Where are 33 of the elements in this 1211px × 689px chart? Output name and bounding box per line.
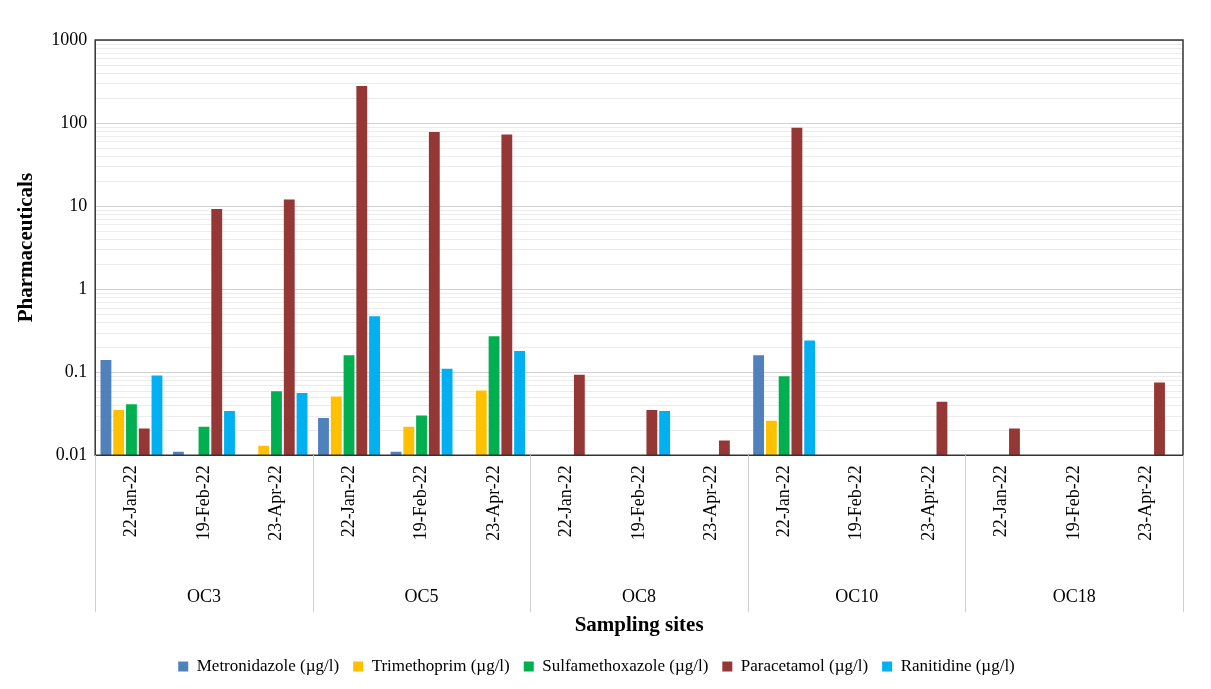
x-tick-label: 23-Apr-22 bbox=[1135, 465, 1156, 541]
text: OC18 bbox=[1052, 585, 1096, 606]
text: OC8 bbox=[622, 585, 657, 606]
y-tick-label: 100 bbox=[60, 111, 88, 132]
x-tick-label: 19-Feb-22 bbox=[1062, 465, 1083, 541]
x-tick-label: 19-Feb-22 bbox=[192, 465, 213, 541]
x-tick-label: 23-Apr-22 bbox=[482, 465, 503, 541]
x-tick-label: 23-Apr-22 bbox=[265, 465, 286, 541]
y-tick-label: 10 bbox=[69, 194, 88, 215]
legend-label: Trimethoprim (µg/l) bbox=[371, 655, 510, 675]
x-tick-label: 22-Jan-22 bbox=[555, 465, 576, 538]
x-tick-label: 22-Jan-22 bbox=[772, 465, 793, 538]
x-tick-label: 22-Jan-22 bbox=[120, 465, 141, 538]
x-axis-title: Sampling sites bbox=[574, 611, 704, 636]
y-tick-label: 0.1 bbox=[64, 360, 88, 381]
x-tick-label: 19-Feb-22 bbox=[627, 465, 648, 541]
x-tick-label: 19-Feb-22 bbox=[845, 465, 866, 541]
x-tick-label: 22-Jan-22 bbox=[990, 465, 1011, 538]
y-tick-label: 1000 bbox=[51, 28, 88, 49]
legend-label: Sulfamethoxazole (µg/l) bbox=[542, 655, 709, 675]
y-tick-label: 0.01 bbox=[55, 443, 88, 464]
legend-label: Ranitidine (µg/l) bbox=[900, 655, 1015, 675]
x-tick-label: 23-Apr-22 bbox=[917, 465, 938, 541]
y-tick-label: 1 bbox=[78, 277, 88, 298]
x-tick-label: 19-Feb-22 bbox=[410, 465, 431, 541]
legend-label: Paracetamol (µg/l) bbox=[740, 655, 869, 675]
legend-label: Metronidazole (µg/l) bbox=[196, 655, 340, 675]
y-axis-title: Pharmaceuticals bbox=[13, 172, 38, 323]
text: OC10 bbox=[835, 585, 879, 606]
x-tick-label: 22-Jan-22 bbox=[337, 465, 358, 538]
text: OC5 bbox=[404, 585, 439, 606]
text: OC3 bbox=[186, 585, 221, 606]
x-tick-label: 23-Apr-22 bbox=[700, 465, 721, 541]
